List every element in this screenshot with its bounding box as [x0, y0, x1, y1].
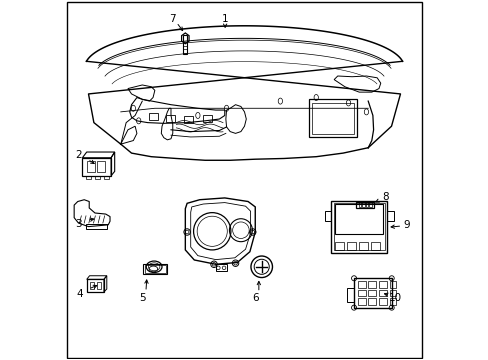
- Text: 9: 9: [403, 220, 409, 230]
- Bar: [357, 290, 365, 296]
- Bar: [357, 298, 365, 305]
- Bar: [104, 176, 109, 179]
- Bar: [367, 290, 376, 296]
- Bar: [89, 282, 94, 289]
- Bar: [86, 161, 94, 172]
- Bar: [389, 281, 396, 288]
- Text: 8: 8: [381, 192, 387, 202]
- Bar: [97, 282, 101, 289]
- Bar: [143, 264, 166, 274]
- Bar: [334, 204, 383, 234]
- Bar: [215, 264, 226, 271]
- Bar: [308, 99, 357, 137]
- Text: 6: 6: [251, 293, 258, 303]
- Bar: [346, 288, 353, 302]
- Bar: [97, 161, 105, 172]
- Bar: [144, 265, 165, 273]
- Bar: [355, 202, 373, 208]
- Text: 3: 3: [75, 219, 82, 229]
- Bar: [149, 113, 158, 120]
- Bar: [358, 202, 360, 207]
- Bar: [203, 116, 212, 122]
- Bar: [368, 202, 371, 207]
- Bar: [362, 202, 364, 207]
- Bar: [357, 281, 365, 288]
- Bar: [378, 281, 386, 288]
- Bar: [311, 103, 353, 134]
- Bar: [325, 211, 331, 221]
- Bar: [378, 298, 386, 305]
- Bar: [183, 35, 187, 54]
- Bar: [333, 203, 384, 251]
- Bar: [365, 202, 367, 207]
- Bar: [386, 211, 393, 221]
- Text: 1: 1: [222, 14, 228, 24]
- Bar: [183, 116, 192, 123]
- Bar: [389, 298, 396, 305]
- Bar: [331, 201, 386, 253]
- Bar: [95, 176, 100, 179]
- Text: 4: 4: [76, 289, 82, 299]
- Bar: [370, 242, 379, 250]
- Text: 7: 7: [168, 14, 175, 24]
- Bar: [389, 290, 396, 296]
- Text: 10: 10: [388, 293, 401, 303]
- Bar: [378, 290, 386, 296]
- Bar: [346, 242, 355, 250]
- Bar: [367, 298, 376, 305]
- Text: 5: 5: [139, 293, 145, 303]
- Bar: [85, 224, 107, 229]
- Bar: [367, 281, 376, 288]
- Bar: [353, 278, 391, 308]
- Text: 2: 2: [75, 150, 82, 160]
- Bar: [86, 176, 91, 179]
- Bar: [334, 242, 344, 250]
- Bar: [358, 242, 367, 250]
- Bar: [165, 115, 174, 122]
